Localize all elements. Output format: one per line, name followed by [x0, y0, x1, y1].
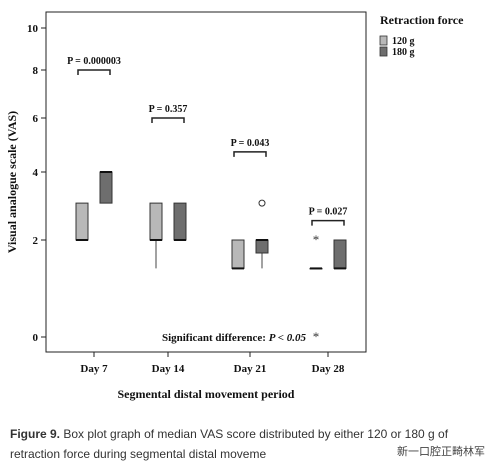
box-iqr: [149, 202, 163, 241]
box-120g-day-28: **: [309, 232, 323, 344]
box-120g-day-7: [75, 202, 89, 241]
box-180g-day-7: [99, 171, 113, 204]
box-iqr: [255, 239, 269, 254]
box-180g-day-28: [333, 239, 347, 270]
box-plot-chart: 0 2 4 6 8 10 Visual analogue scale (VAS) Day 7 D…: [5, 11, 464, 401]
significance-note-prefix: Significant difference:: [162, 332, 269, 344]
caption-label: Figure 9.: [10, 427, 61, 441]
box-iqr: [173, 202, 187, 241]
box-120g-day-14: [149, 202, 163, 269]
box-iqr: [333, 239, 347, 269]
figure-caption: Figure 9. Box plot graph of median VAS s…: [10, 424, 486, 464]
pvalue-label: P = 0.027: [309, 207, 348, 218]
y-tick-label: 8: [33, 65, 39, 77]
legend-label: 120 g: [392, 36, 415, 47]
pvalue-bracket: [311, 219, 345, 226]
outlier-point: [258, 199, 266, 207]
watermark-text: 新一口腔正畸林军: [394, 442, 488, 460]
box-180g-day-21: [255, 199, 269, 269]
pvalue-label: P = 0.043: [231, 138, 270, 149]
y-axis-title: Visual analogue scale (VAS): [5, 111, 19, 253]
pvalue-bracket: [151, 117, 185, 123]
x-tick-label: Day 21: [234, 363, 267, 375]
y-tick-label: 4: [33, 167, 39, 179]
y-tick-label: 0: [33, 332, 39, 344]
plot-frame: [45, 11, 367, 353]
significance-note: Significant difference: P < 0.05: [162, 332, 307, 344]
extreme-point: *: [313, 232, 320, 247]
y-tick-label: 10: [27, 23, 39, 35]
box-180g-day-14: [173, 202, 187, 241]
pvalue-bracket: [233, 151, 267, 157]
legend-swatch: [379, 46, 388, 57]
y-tick-label: 6: [33, 113, 39, 125]
box-iqr: [99, 171, 113, 204]
caption-text: Box plot graph of median VAS score distr…: [10, 427, 449, 461]
y-tick-label: 2: [33, 235, 39, 247]
legend-title: Retraction force: [380, 13, 464, 27]
x-tick-label: Day 14: [152, 363, 185, 375]
pvalue-bracket: [77, 69, 111, 75]
x-tick-label: Day 28: [312, 363, 345, 375]
pvalue-label: P = 0.357: [149, 104, 188, 115]
legend-swatch: [379, 35, 388, 46]
extreme-point: *: [313, 329, 320, 344]
legend-label: 180 g: [392, 47, 415, 58]
box-120g-day-21: [231, 239, 245, 270]
box-iqr: [75, 202, 89, 241]
x-tick-label: Day 7: [80, 363, 108, 375]
box-iqr: [231, 239, 245, 269]
significance-note-math: P < 0.05: [269, 332, 307, 344]
pvalue-label: P = 0.000003: [67, 56, 121, 67]
x-axis-title: Segmental distal movement period: [118, 387, 295, 401]
